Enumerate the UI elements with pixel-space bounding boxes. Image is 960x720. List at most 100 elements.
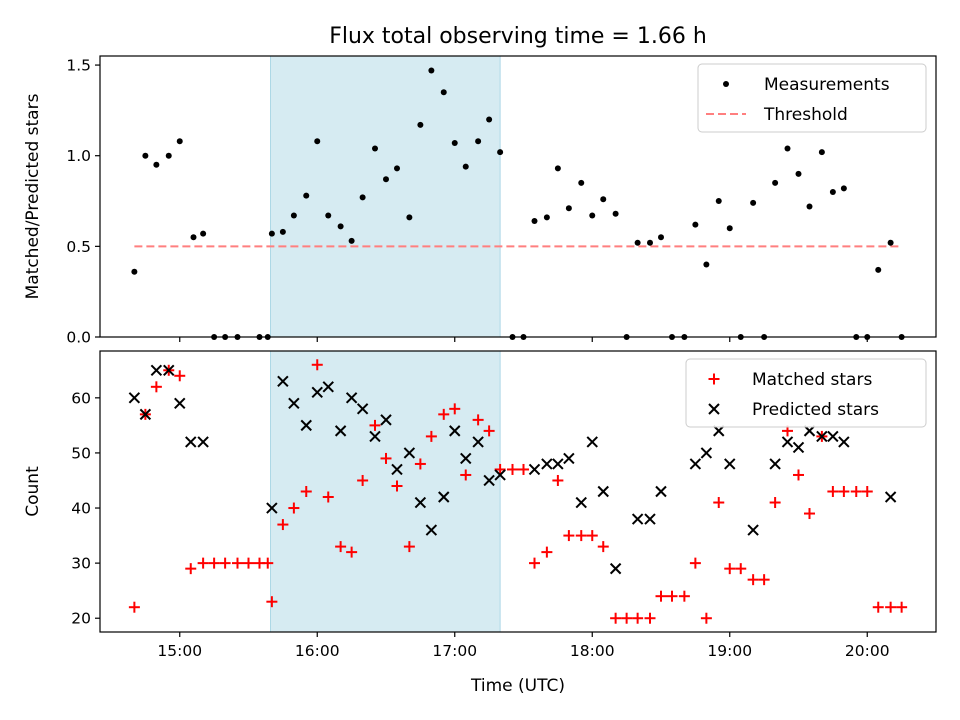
- bottom-y-tick-label: 60: [71, 389, 91, 407]
- x-tick-label: 19:00: [707, 642, 752, 660]
- bottom-y-tick-label: 40: [71, 500, 91, 518]
- top-point-0-3: [165, 152, 172, 159]
- bottom-point-1-22: [438, 491, 450, 503]
- bottom-point-1-7: [266, 502, 278, 514]
- bottom-point-0-40: [575, 530, 587, 542]
- bottom-series-matched-stars: [128, 359, 908, 624]
- bottom-point-0-44: [621, 612, 633, 624]
- bottom-point-0-33: [494, 463, 506, 475]
- bottom-y-tick-label: 50: [71, 444, 91, 462]
- top-point-0-0: [131, 268, 138, 275]
- bottom-point-0-9: [232, 557, 243, 569]
- bottom-point-0-8: [219, 557, 231, 569]
- bottom-point-0-52: [713, 497, 725, 509]
- bottom-legend-marker-0: [708, 373, 720, 385]
- bottom-point-0-62: [827, 486, 839, 497]
- bottom-point-1-50: [838, 436, 850, 448]
- top-point-0-60: [818, 149, 825, 156]
- top-point-0-24: [406, 214, 413, 221]
- bottom-legend: Matched stars Predicted stars: [685, 358, 927, 428]
- bottom-point-0-15: [288, 502, 300, 514]
- bottom-point-1-27: [494, 469, 506, 481]
- bottom-point-1-1: [139, 408, 152, 421]
- top-point-0-54: [750, 199, 757, 206]
- bottom-point-0-55: [747, 574, 759, 586]
- bottom-panel: 20 30 40 50 60 15:00 16:00 17:00 18:00 19:00 20:00…: [23, 350, 937, 660]
- bottom-point-1-45: [781, 436, 794, 448]
- bottom-point-0-63: [838, 486, 850, 497]
- bottom-point-1-29: [541, 458, 553, 470]
- bottom-point-0-16: [300, 486, 312, 497]
- top-axes-frame: [99, 55, 937, 338]
- bottom-point-1-2: [150, 364, 163, 376]
- chart-title: Flux total observing time = 1.66 h: [329, 24, 707, 49]
- bottom-legend-marker-1: [708, 403, 720, 415]
- bottom-point-1-12: [322, 381, 334, 393]
- top-point-0-18: [337, 223, 344, 230]
- bottom-point-0-14: [277, 519, 289, 531]
- bottom-point-1-51: [884, 491, 897, 503]
- top-point-0-42: [612, 210, 619, 217]
- bottom-point-0-23: [380, 452, 392, 464]
- bottom-point-1-37: [644, 513, 656, 525]
- bottom-point-0-17: [311, 359, 323, 371]
- bottom-point-1-5: [185, 436, 197, 448]
- bottom-point-0-60: [804, 508, 815, 520]
- top-point-0-20: [359, 194, 366, 201]
- bottom-point-1-35: [609, 562, 622, 575]
- x-tick-label: 16:00: [295, 642, 340, 660]
- bottom-point-0-68: [896, 601, 908, 613]
- bottom-point-1-33: [586, 436, 598, 448]
- top-point-0-31: [486, 116, 493, 123]
- bottom-point-1-43: [747, 524, 759, 536]
- top-point-0-25: [417, 121, 424, 128]
- top-point-0-50: [703, 261, 710, 268]
- bottom-point-0-12: [262, 557, 274, 569]
- bottom-point-1-0: [128, 392, 141, 404]
- bottom-point-0-28: [438, 408, 450, 420]
- top-point-0-39: [578, 179, 585, 186]
- bottom-point-0-43: [610, 612, 622, 624]
- bottom-y-axis-label: Count: [23, 466, 43, 517]
- top-point-0-40: [589, 212, 596, 219]
- bottom-point-0-27: [425, 430, 437, 442]
- bottom-point-0-39: [563, 530, 575, 542]
- bottom-point-0-65: [861, 486, 873, 497]
- bottom-point-1-14: [345, 392, 358, 404]
- bottom-point-0-46: [644, 612, 656, 624]
- top-point-0-45: [647, 239, 653, 246]
- top-point-0-52: [726, 225, 733, 232]
- bottom-point-0-35: [518, 463, 529, 475]
- top-point-0-59: [806, 203, 813, 210]
- top-point-0-61: [829, 188, 836, 195]
- bottom-point-0-31: [472, 414, 484, 426]
- top-point-0-44: [634, 239, 641, 246]
- top-point-0-32: [497, 149, 504, 156]
- top-legend-label: Threshold: [763, 105, 848, 125]
- x-tick-label: 20:00: [845, 642, 890, 660]
- bottom-point-1-17: [380, 414, 392, 426]
- top-point-0-21: [372, 145, 378, 152]
- top-legend-marker-0: [723, 81, 729, 87]
- bottom-point-0-42: [597, 541, 609, 553]
- top-point-0-41: [600, 196, 607, 203]
- bottom-point-1-38: [655, 485, 667, 498]
- top-point-0-46: [658, 234, 664, 241]
- top-point-0-37: [554, 165, 561, 172]
- x-tick-label: 17:00: [432, 642, 477, 660]
- bottom-point-1-48: [816, 430, 828, 443]
- bottom-point-1-18: [391, 463, 403, 476]
- bottom-point-0-45: [632, 612, 644, 624]
- top-point-0-36: [543, 214, 550, 221]
- bottom-legend-label: Matched stars: [752, 370, 872, 390]
- bottom-point-0-30: [460, 469, 472, 481]
- bottom-point-0-36: [529, 557, 540, 569]
- top-point-0-49: [692, 221, 699, 228]
- top-point-0-5: [190, 234, 197, 241]
- bottom-point-0-21: [357, 474, 369, 486]
- top-y-tick-label: 0.0: [66, 329, 91, 347]
- top-point-0-57: [784, 145, 791, 152]
- bottom-point-1-20: [414, 496, 427, 509]
- bottom-point-0-29: [449, 403, 461, 415]
